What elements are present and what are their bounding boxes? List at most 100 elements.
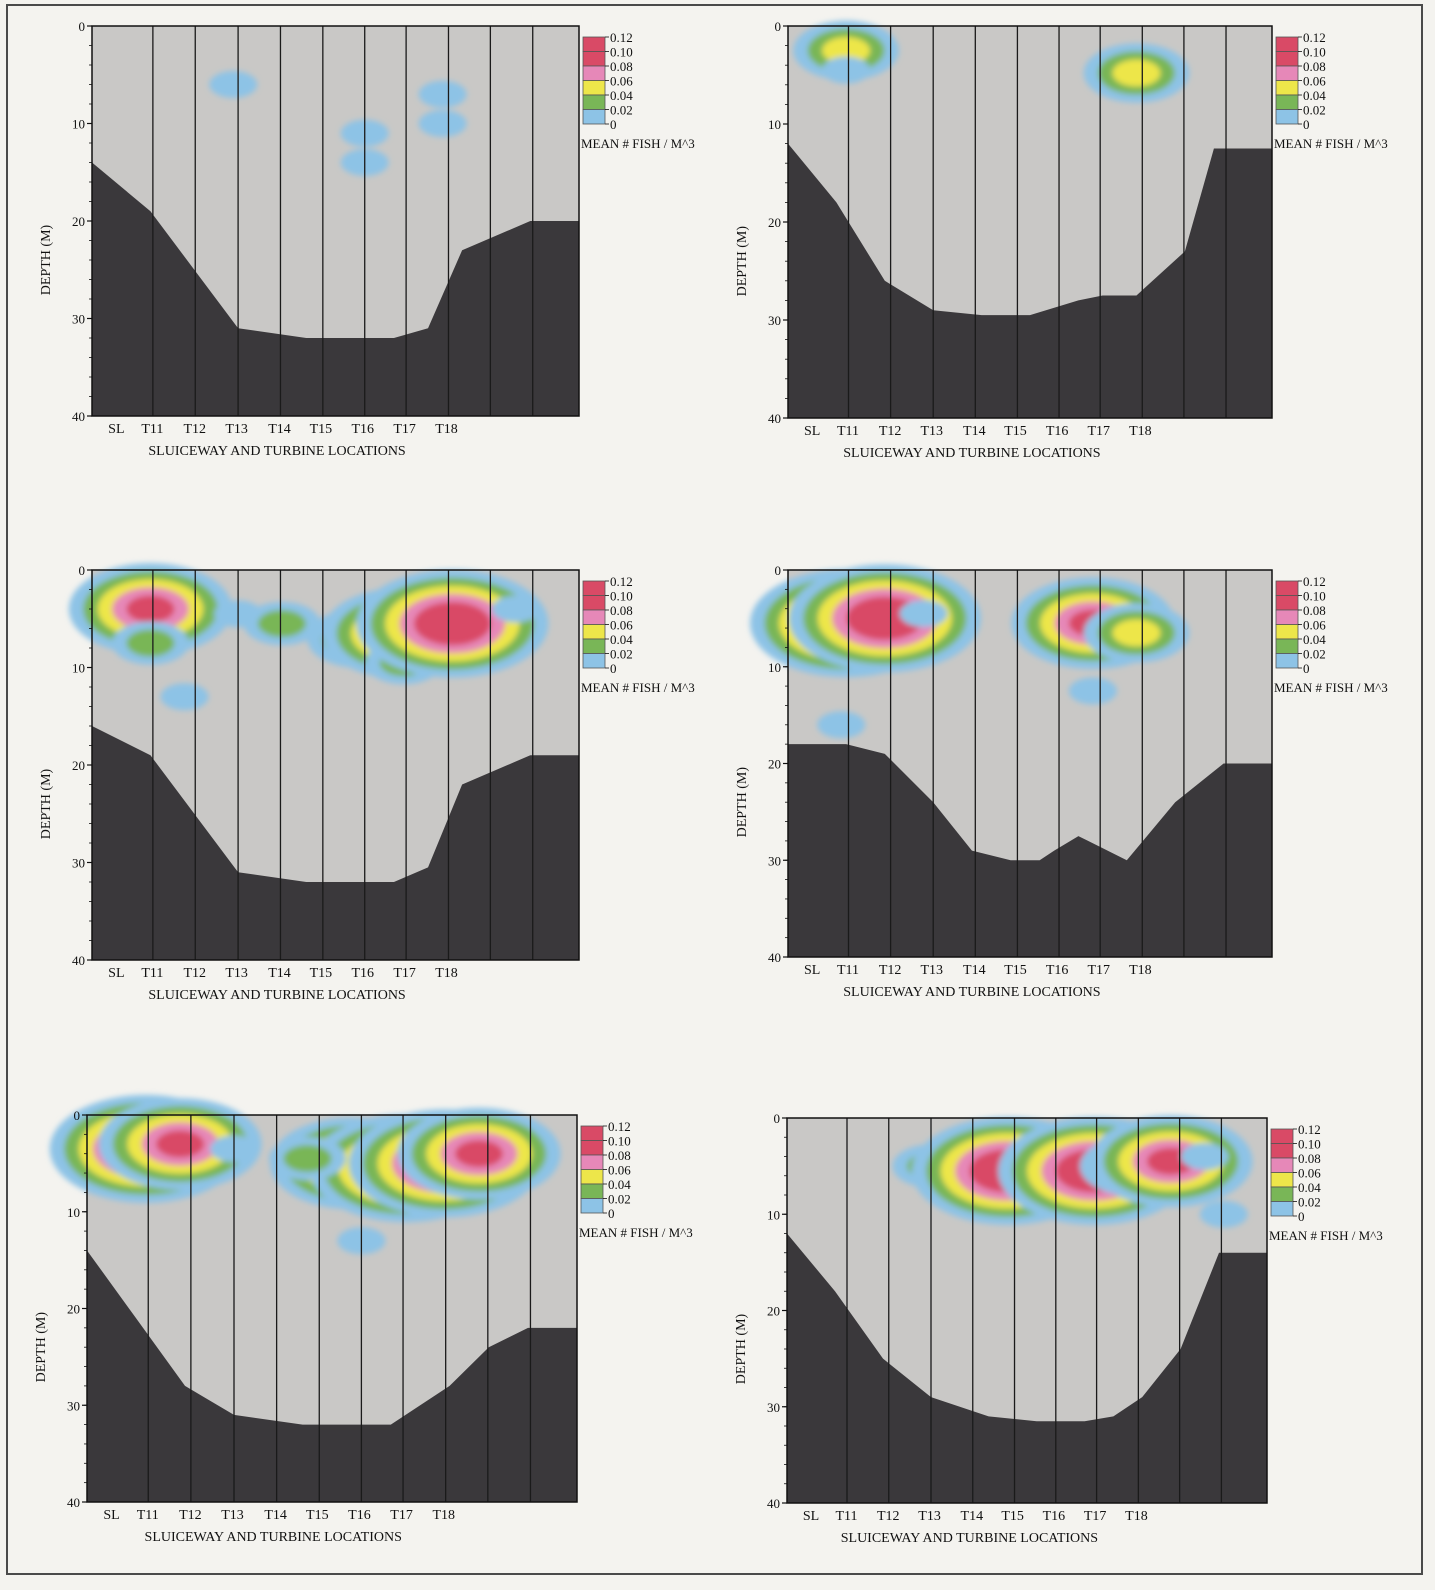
density-layer [68,563,549,711]
x-tick-label: T15 [1004,424,1027,439]
density-contour [491,595,540,623]
y-tick-label: 10 [67,1205,80,1220]
chart-panel-middle-left: 0 10 20 30 40 DEPTH (M) SL T11 T12 T13 T14 T15 T16 T1… [39,563,695,1003]
x-tick-label: T15 [310,966,333,981]
legend: 0.120.100.080.060.040.020 MEAN # FISH / M… [1274,574,1388,695]
x-tick-label: SL [108,966,124,981]
density-contour [1199,1200,1248,1228]
y-tick-label: 20 [768,215,781,230]
legend-level-label: 0.10 [608,1134,631,1149]
x-tick-label: T12 [183,422,206,437]
x-axis-label: SLUICEWAY AND TURBINE LOCATIONS [148,988,405,1003]
legend-title: MEAN # FISH / M^3 [1274,136,1388,151]
x-tick-label: T12 [879,963,902,978]
river-bottom-profile [787,1233,1267,1503]
river-bottom-profile [92,162,579,416]
legend-level-label: 0.12 [608,1119,631,1134]
x-tick-label: T17 [1087,963,1110,978]
legend-swatch [580,1198,604,1214]
legend-level-label: 0.02 [608,1192,631,1207]
river-bottom-profile [788,143,1272,418]
legend-level-label: 0 [1303,117,1310,132]
density-contour [257,610,306,638]
legend-level-label: 0 [1298,1209,1305,1224]
x-tick-label: T18 [432,1508,455,1523]
y-tick-label: 40 [768,411,781,426]
chart-panel-top-right: 0 10 20 30 40 DEPTH (M) SL T11 T12 T13 T14 T15 T16 T1… [735,19,1388,461]
legend-level-label: 0.08 [610,59,633,74]
y-tick-label: 20 [72,758,85,773]
x-tick-label: SL [803,1509,819,1524]
chart-panel-middle-right: 0 10 20 30 40 DEPTH (M) SL T11 T12 T13 T14 T15 T16 T1… [735,563,1388,1000]
legend-level-label: 0.04 [608,1177,631,1192]
density-contour [822,37,871,64]
legend-level-label: 0.02 [610,103,633,118]
y-axis-label: DEPTH (M) [735,767,750,838]
legend-title: MEAN # FISH / M^3 [1269,1228,1383,1243]
legend-level-label: 0.06 [1303,74,1326,89]
y-tick-label: 0 [79,563,86,578]
y-axis-label: DEPTH (M) [735,226,750,297]
y-tick-label: 40 [72,409,85,424]
density-layer [209,71,467,176]
legend: 0.120.100.080.060.040.020 MEAN # FISH / M… [581,574,695,695]
legend-level-label: 0.02 [610,647,633,662]
y-tick-label: 40 [67,1495,80,1510]
y-tick-label: 40 [768,950,781,965]
x-tick-label: T13 [225,422,248,437]
legend-level-label: 0 [610,661,617,676]
legend-level-label: 0 [608,1206,615,1221]
legend-level-label: 0.02 [1303,103,1326,118]
figure-border [6,4,1423,1575]
legend-title: MEAN # FISH / M^3 [581,680,695,695]
x-tick-label: T15 [1001,1509,1024,1524]
density-contour [418,80,467,108]
legend-swatch [1275,109,1299,125]
y-tick-label: 0 [74,1108,81,1123]
x-tick-label: T13 [918,1509,941,1524]
legend-swatch [1270,1201,1294,1217]
x-tick-label: T12 [179,1508,202,1523]
legend-level-label: 0.02 [1303,647,1326,662]
legend-level-label: 0 [1303,661,1310,676]
density-contour [156,1130,205,1158]
x-tick-label: T14 [963,424,986,439]
legend-level-label: 0.12 [610,574,633,589]
density-layer [793,20,1190,103]
y-tick-label: 10 [72,661,85,676]
legend: 0.120.100.080.060.040.020 MEAN # FISH / M… [579,1119,693,1240]
x-tick-label: T16 [351,966,374,981]
x-axis-label: SLUICEWAY AND TURBINE LOCATIONS [843,985,1100,1000]
legend-level-label: 0.12 [1303,30,1326,45]
x-tick-label: T18 [435,966,458,981]
legend-title: MEAN # FISH / M^3 [1274,680,1388,695]
y-tick-label: 40 [767,1496,780,1511]
y-axis-label: DEPTH (M) [734,1313,749,1384]
x-tick-label: T16 [351,422,374,437]
x-axis-label: SLUICEWAY AND TURBINE LOCATIONS [145,1530,402,1545]
x-tick-label: T14 [264,1508,287,1523]
density-contour [209,71,258,98]
legend-level-label: 0.12 [1303,574,1326,589]
density-layer [750,564,1190,739]
legend-level-label: 0.02 [1298,1195,1321,1210]
legend-level-label: 0.04 [610,632,633,647]
x-tick-label: T14 [268,422,291,437]
legend-swatch [582,109,606,125]
y-tick-label: 0 [775,563,782,578]
x-tick-label: T11 [137,1508,159,1523]
y-tick-label: 40 [72,953,85,968]
legend-level-label: 0.10 [610,589,633,604]
x-tick-label: T11 [837,424,859,439]
density-contour [428,610,477,638]
river-bottom-profile [92,726,579,960]
x-tick-label: T12 [183,966,206,981]
x-tick-label: T18 [1125,1509,1148,1524]
legend-level-label: 0.08 [608,1148,631,1163]
y-tick-label: 10 [72,117,85,132]
legend-level-label: 0.06 [610,618,633,633]
legend-level-label: 0.06 [1303,618,1326,633]
x-tick-label: T14 [961,1509,984,1524]
x-tick-label: T13 [225,966,248,981]
legend-level-label: 0.10 [1298,1137,1321,1152]
